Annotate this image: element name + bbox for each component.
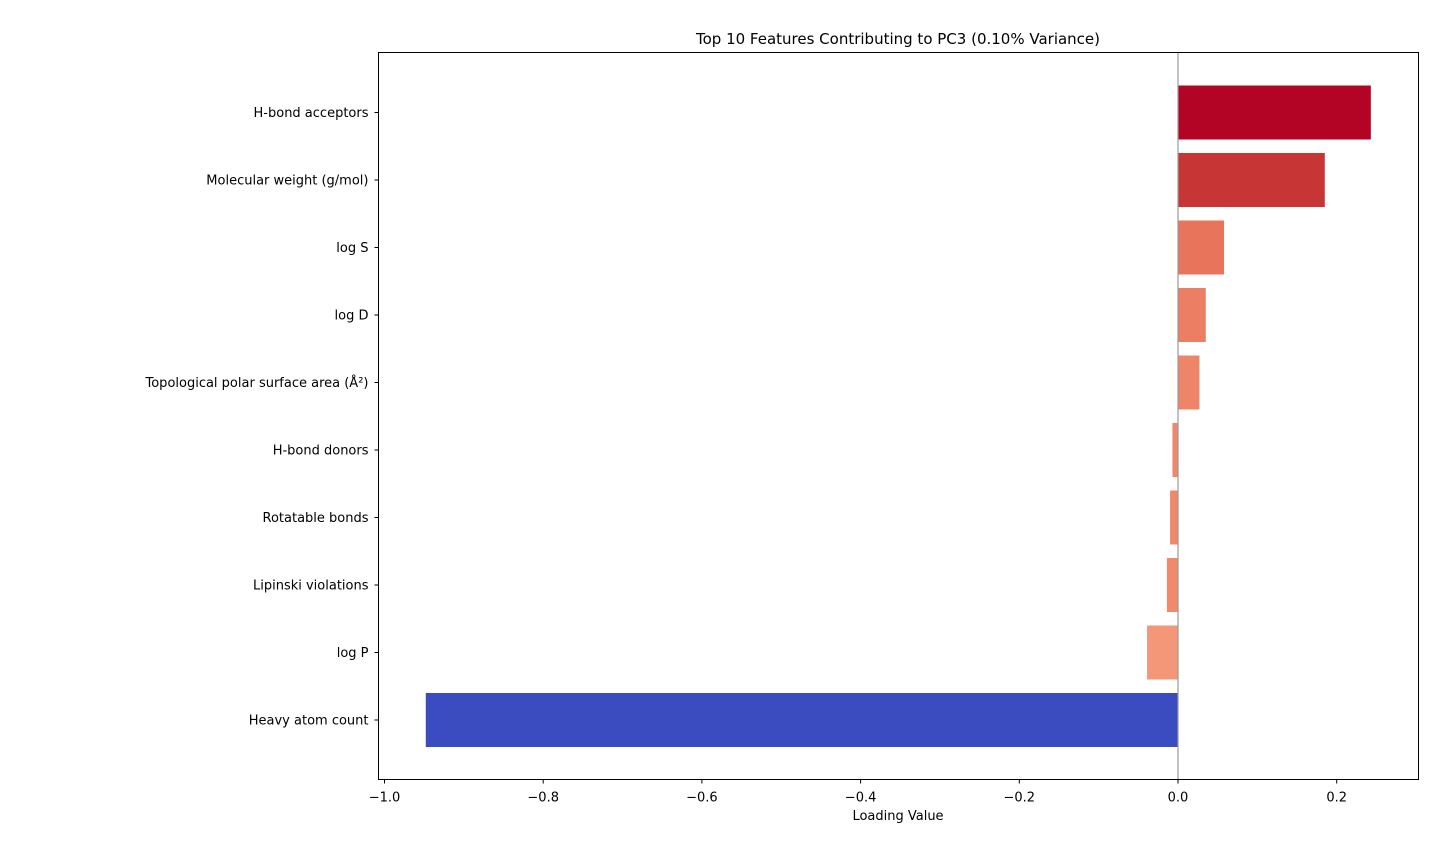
bar-5 bbox=[1178, 355, 1200, 410]
y-tick-label: H-bond acceptors bbox=[254, 106, 369, 121]
bars-layer bbox=[425, 85, 1371, 747]
x-tick-label: 0.0 bbox=[1168, 791, 1189, 806]
y-tick-label: H-bond donors bbox=[273, 444, 369, 459]
x-axis-label: Loading Value bbox=[852, 809, 943, 824]
bar-8 bbox=[1166, 558, 1178, 612]
x-tick-label: 0.2 bbox=[1326, 791, 1347, 806]
plot-frame bbox=[378, 52, 1419, 780]
x-ticks-layer: −1.0 −0.8 −0.6 −0.4 −0.2 0.0 0.2 bbox=[369, 779, 1347, 806]
x-tick-label: −0.8 bbox=[527, 791, 559, 806]
bar-1 bbox=[1178, 85, 1371, 140]
x-tick-label: −0.4 bbox=[845, 791, 877, 806]
y-tick-label: Rotatable bonds bbox=[263, 511, 369, 526]
y-tick-label: log S bbox=[336, 241, 368, 256]
bar-6 bbox=[1172, 423, 1178, 477]
y-tick-label: Topological polar surface area (Å²) bbox=[145, 375, 369, 391]
y-ticks-layer: H-bond acceptors Molecular weight (g/mol)… bbox=[145, 106, 379, 729]
bar-10 bbox=[425, 693, 1179, 747]
y-tick-label: Molecular weight (g/mol) bbox=[206, 174, 368, 189]
chart-title: Top 10 Features Contributing to PC3 (0.1… bbox=[695, 30, 1100, 48]
y-tick-label: Lipinski violations bbox=[253, 579, 369, 594]
bar-2 bbox=[1178, 153, 1325, 207]
y-tick-label: log D bbox=[335, 309, 369, 324]
x-tick-label: −1.0 bbox=[369, 791, 401, 806]
x-tick-label: −0.6 bbox=[686, 791, 718, 806]
y-tick-label: Heavy atom count bbox=[249, 714, 369, 729]
bar-9 bbox=[1147, 625, 1178, 680]
y-tick-label: log P bbox=[337, 646, 369, 661]
bar-4 bbox=[1178, 288, 1206, 342]
x-tick-label: −0.2 bbox=[1004, 791, 1036, 806]
bar-7 bbox=[1170, 490, 1178, 545]
bar-3 bbox=[1178, 220, 1225, 275]
